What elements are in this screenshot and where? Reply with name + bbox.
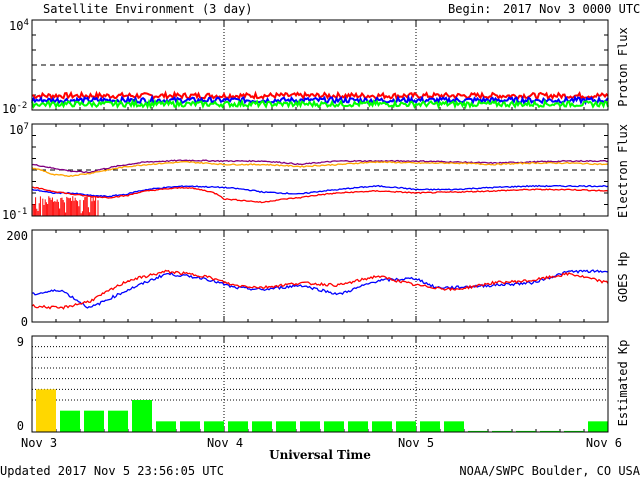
kp-bar bbox=[36, 389, 56, 432]
x-tick-label-nov-4: Nov 4 bbox=[207, 436, 243, 450]
electron-flux-ylabel: Electron Flux bbox=[616, 124, 630, 218]
kp-bar bbox=[204, 421, 224, 432]
kp-ytick-bottom: 0 bbox=[17, 419, 24, 433]
x-tick-label-nov-6: Nov 6 bbox=[586, 436, 622, 450]
kp-bar bbox=[588, 421, 608, 432]
kp-bar bbox=[60, 410, 80, 432]
kp-bar bbox=[444, 421, 464, 432]
chart-title: Satellite Environment (3 day) bbox=[43, 2, 253, 16]
kp-bar bbox=[132, 400, 152, 432]
proton-ytick-top: 104 bbox=[9, 18, 29, 33]
estimated-kp-ylabel: Estimated Kp bbox=[616, 340, 630, 427]
electron-flux-series-line bbox=[31, 160, 609, 177]
kp-bar bbox=[108, 410, 128, 432]
proton-flux-ylabel: Proton Flux bbox=[616, 27, 630, 106]
kp-bar bbox=[252, 421, 272, 432]
goes-ytick-top: 200 bbox=[6, 229, 28, 243]
kp-bar bbox=[468, 430, 488, 432]
x-tick-label-nov-5: Nov 5 bbox=[398, 436, 434, 450]
x-tick-label-nov-3: Nov 3 bbox=[21, 436, 57, 450]
kp-bar bbox=[540, 430, 560, 432]
electron-flux-series-line bbox=[31, 159, 609, 174]
kp-bar bbox=[228, 421, 248, 432]
electron-flux-panel-frame bbox=[31, 123, 609, 217]
kp-bar bbox=[276, 421, 296, 432]
source-credit: NOAA/SWPC Boulder, CO USA bbox=[459, 464, 640, 478]
kp-bar bbox=[396, 421, 416, 432]
kp-bar bbox=[492, 430, 512, 432]
electron-low-flux-dropout bbox=[31, 196, 99, 216]
kp-bar bbox=[348, 421, 368, 432]
kp-bar bbox=[420, 421, 440, 432]
electron-flux-series-line bbox=[31, 186, 609, 204]
electron-ytick-top: 107 bbox=[9, 122, 29, 137]
updated-timestamp: Updated 2017 Nov 5 23:56:05 UTC bbox=[0, 464, 224, 478]
goes-ytick-bottom: 0 bbox=[21, 315, 28, 329]
estimated-kp-panel-frame bbox=[31, 335, 609, 433]
proton-flux-series-line bbox=[31, 98, 609, 110]
begin-value: 2017 Nov 3 0000 UTC bbox=[503, 2, 640, 16]
proton-flux-panel-frame bbox=[31, 19, 609, 111]
proton-ytick-bottom: 10-2 bbox=[2, 101, 27, 116]
goes-hp-panel-frame bbox=[31, 229, 609, 323]
kp-bar bbox=[156, 421, 176, 432]
begin-label: Begin: bbox=[448, 2, 491, 16]
kp-bar bbox=[516, 430, 536, 432]
kp-bar bbox=[372, 421, 392, 432]
kp-ytick-top: 9 bbox=[17, 335, 24, 349]
goes-hp-ylabel: GOES Hp bbox=[616, 252, 630, 303]
kp-bar bbox=[84, 410, 104, 432]
x-axis-title: Universal Time bbox=[269, 448, 371, 462]
kp-bar bbox=[324, 421, 344, 432]
electron-flux-series-line bbox=[31, 184, 609, 198]
goes-hp-series-line bbox=[31, 269, 609, 310]
electron-ytick-bottom: 10-1 bbox=[2, 207, 27, 222]
kp-bar bbox=[564, 430, 584, 432]
kp-bar bbox=[300, 421, 320, 432]
proton-flux-series-line bbox=[31, 94, 609, 106]
kp-bar bbox=[180, 421, 200, 432]
goes-hp-series-line bbox=[31, 269, 609, 309]
